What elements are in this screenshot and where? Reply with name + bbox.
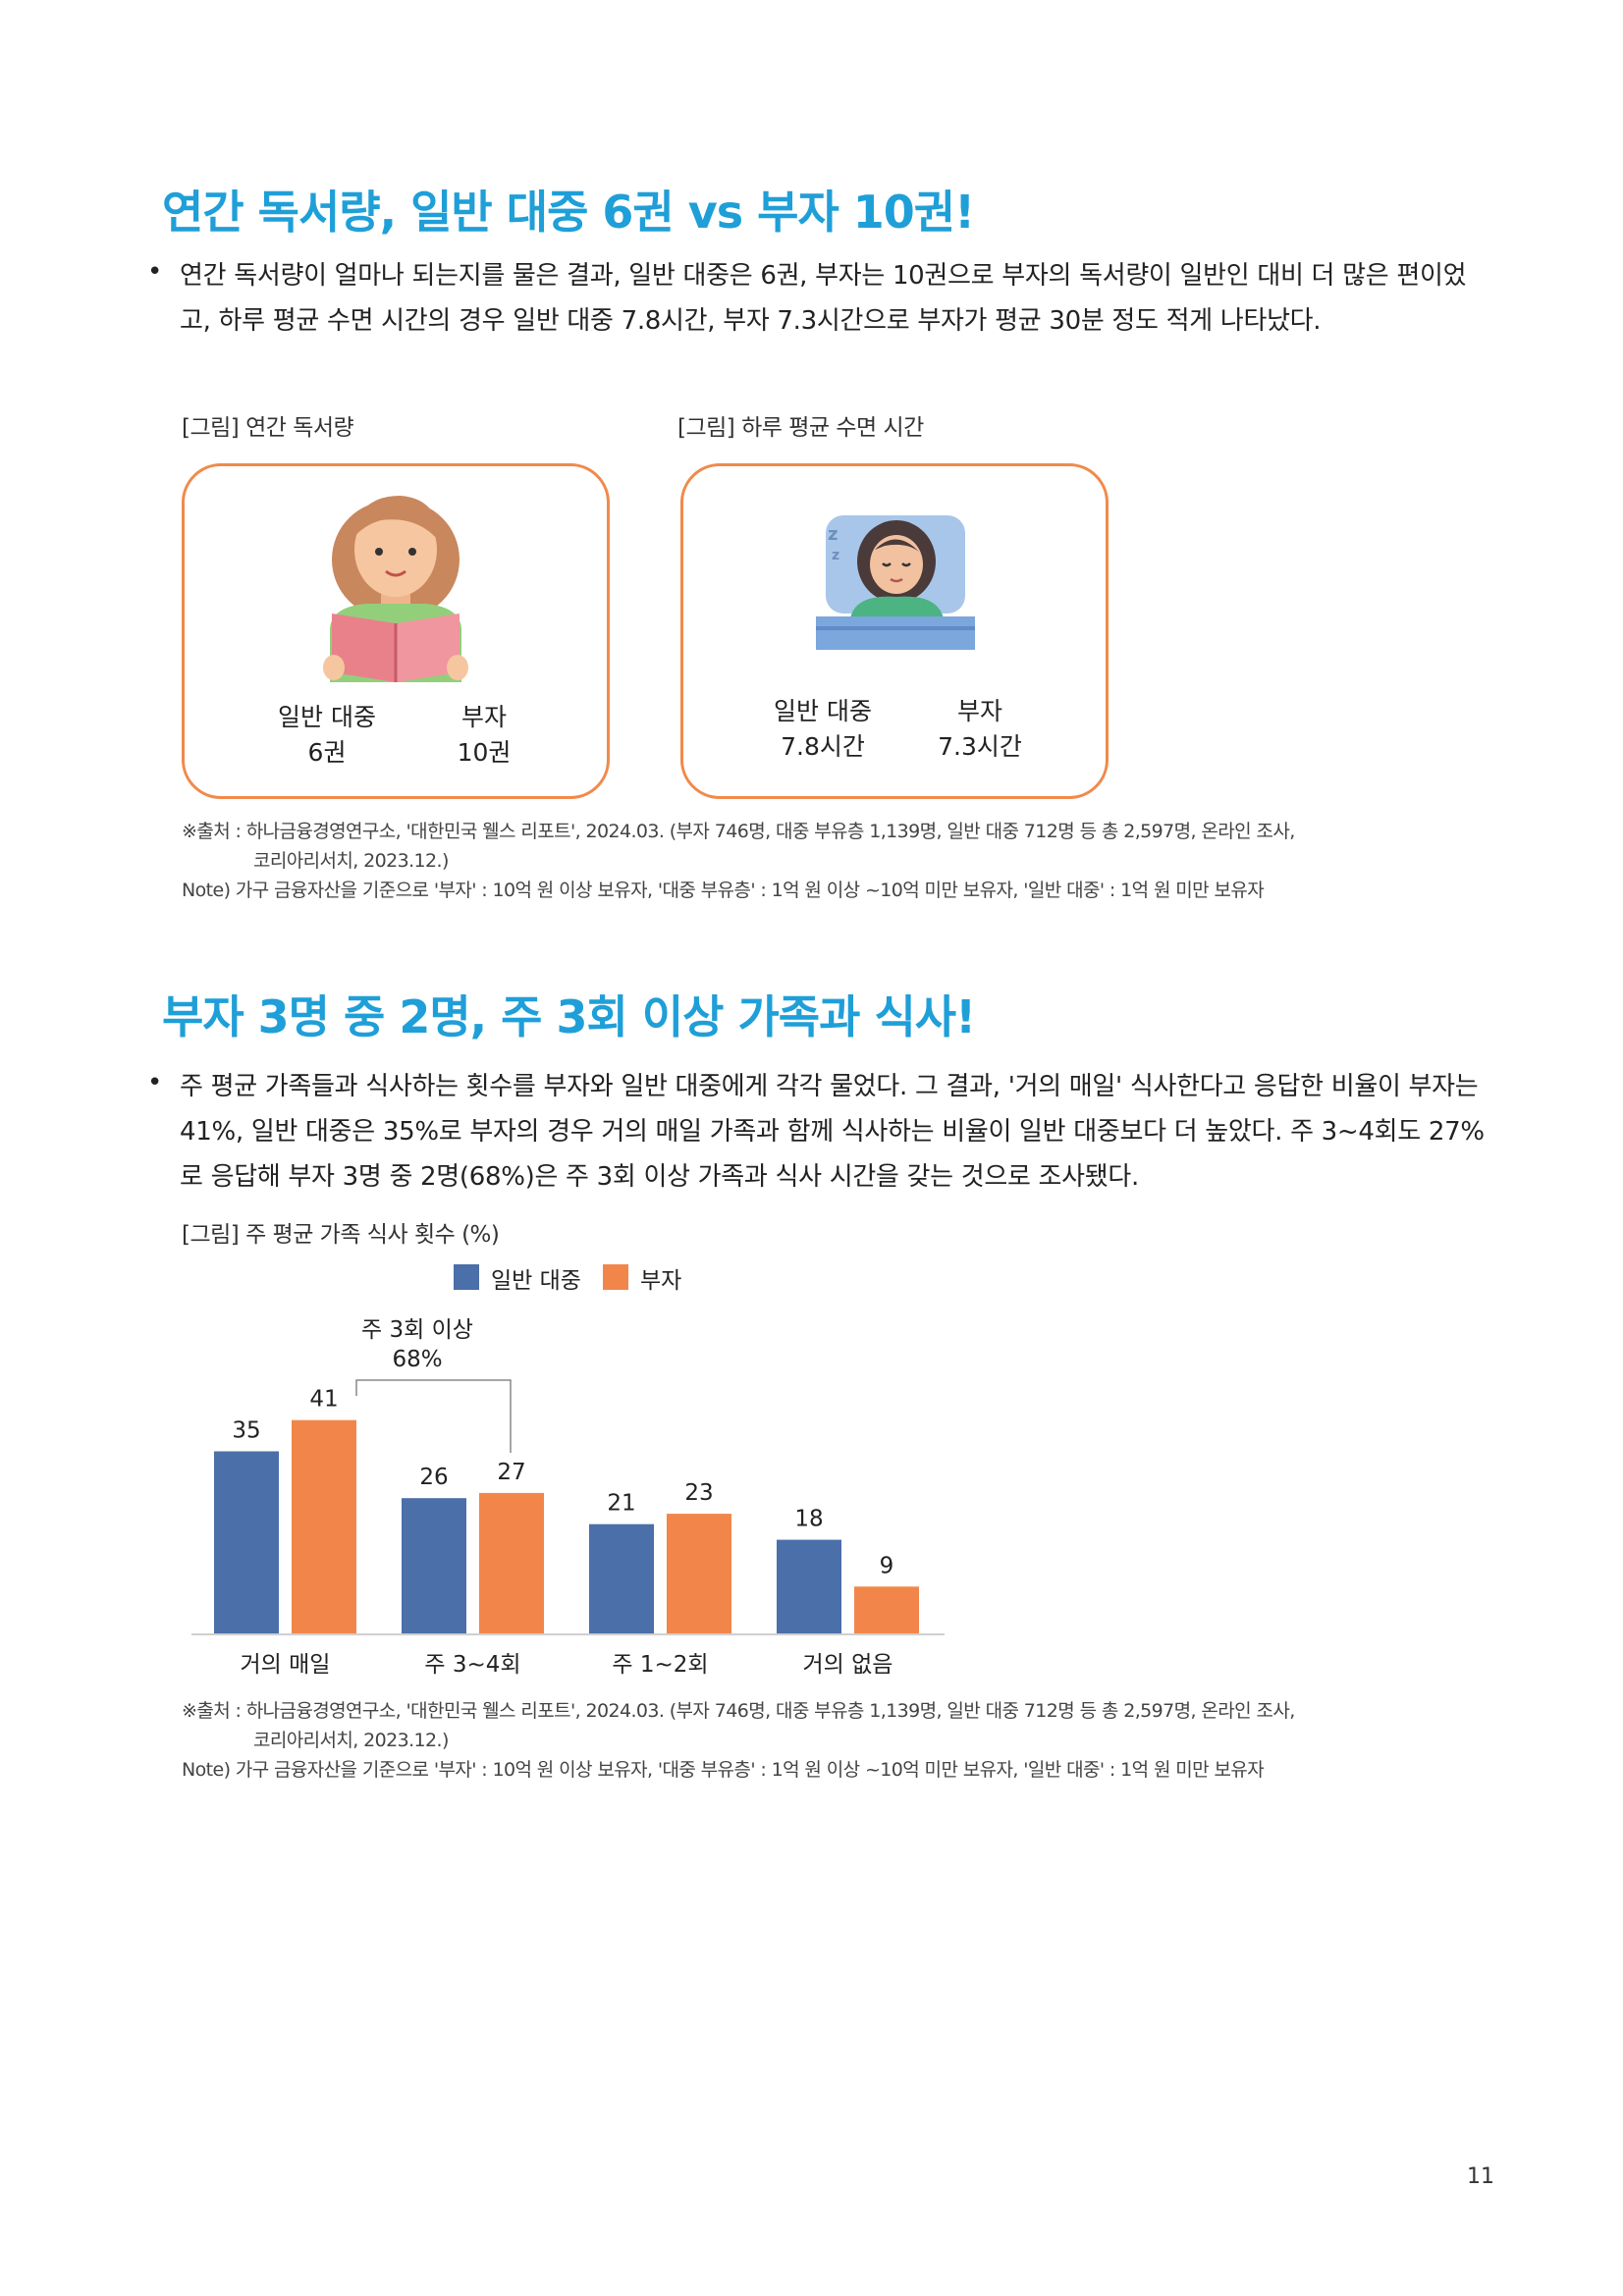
reading-rich-label: 부자 xyxy=(460,703,507,731)
page-number: 11 xyxy=(1467,2164,1494,2189)
category-label-2: 주 1~2회 xyxy=(612,1652,708,1678)
section1-paragraph: 연간 독서량이 얼마나 되는지를 물은 결과, 일반 대중은 6권, 부자는 1… xyxy=(180,261,1467,336)
category-label-0: 거의 매일 xyxy=(241,1652,331,1678)
reading-card: 일반 대중 6권 부자 10권 xyxy=(182,463,610,799)
section2-note: Note) 가구 금융자산을 기준으로 '부자' : 10억 원 이상 보유자,… xyxy=(182,1759,1265,1781)
data-label-general-3: 18 xyxy=(794,1507,823,1532)
reading-general-value: 6권 xyxy=(307,738,347,767)
section1-source-line1: ※출처 : 하나금융경영연구소, '대한민국 웰스 리포트', 2024.03.… xyxy=(182,821,1295,842)
section2-source-line1: ※출처 : 하나금융경영연구소, '대한민국 웰스 리포트', 2024.03.… xyxy=(182,1700,1295,1722)
section1-note: Note) 가구 금융자산을 기준으로 '부자' : 10억 원 이상 보유자,… xyxy=(182,880,1265,901)
category-label-3: 거의 없음 xyxy=(803,1652,893,1678)
section2-title: 부자 3명 중 2명, 주 3회 이상 가족과 식사! xyxy=(162,990,976,1043)
bar-rich-3 xyxy=(854,1586,919,1633)
sleep-rich-value: 7.3시간 xyxy=(938,732,1022,761)
data-label-general-2: 21 xyxy=(607,1491,635,1517)
data-label-general-0: 35 xyxy=(232,1418,260,1444)
bar-rich-1 xyxy=(479,1492,544,1633)
bar-general-2 xyxy=(589,1523,654,1633)
legend-swatch-rich xyxy=(603,1264,628,1290)
reading-general-label: 일반 대중 xyxy=(278,703,376,731)
legend-label-rich: 부자 xyxy=(640,1268,682,1294)
figure2-caption: [그림] 하루 평균 수면 시간 xyxy=(677,415,924,441)
bar-rich-2 xyxy=(667,1514,731,1633)
sleep-card: z z 일반 대중 7.8시간 부자 7.3시간 xyxy=(680,463,1109,799)
sleep-general-value: 7.8시간 xyxy=(781,732,865,761)
annotation-line1: 주 3회 이상 xyxy=(361,1317,473,1343)
section1-source-line2: 코리아리서치, 2023.12.) xyxy=(253,850,449,872)
section1-bullet: • xyxy=(147,257,163,287)
reading-rich-value: 10권 xyxy=(457,738,512,767)
annotation-line2: 68% xyxy=(392,1347,443,1372)
sleep-general-label: 일반 대중 xyxy=(774,697,872,725)
bar-rich-0 xyxy=(292,1419,356,1633)
section2-source-line2: 코리아리서치, 2023.12.) xyxy=(253,1730,449,1751)
family-meal-bar-chart: 35 41 거의 매일 26 27 주 3~4회 21 23 주 1~2회 18 9 거의 없음 xyxy=(191,1379,945,1678)
data-label-general-1: 26 xyxy=(419,1465,448,1490)
data-label-rich-3: 9 xyxy=(880,1553,894,1578)
annotation-label: 주 3회 이상 68% xyxy=(324,1315,511,1374)
sleep-rich-label: 부자 xyxy=(956,697,1002,725)
figure1-caption: [그림] 연간 독서량 xyxy=(182,415,354,441)
data-label-rich-2: 23 xyxy=(684,1480,713,1506)
section2-bullet: • xyxy=(147,1068,163,1097)
bar-general-0 xyxy=(214,1451,279,1633)
bar-general-1 xyxy=(402,1498,466,1633)
svg-text:z: z xyxy=(828,524,838,545)
sleeping-woman-icon: z z xyxy=(816,515,975,650)
data-label-rich-0: 41 xyxy=(309,1387,338,1413)
bar-general-3 xyxy=(777,1539,841,1633)
section2-paragraph: 주 평균 가족들과 식사하는 횟수를 부자와 일반 대중에게 각각 물었다. 그… xyxy=(180,1072,1485,1192)
legend-swatch-general xyxy=(454,1264,479,1290)
woman-reading-book-icon xyxy=(323,496,468,682)
category-label-1: 주 3~4회 xyxy=(424,1652,520,1678)
svg-text:z: z xyxy=(832,548,839,563)
legend-label-general: 일반 대중 xyxy=(491,1268,581,1294)
annotation-bracket xyxy=(355,1379,512,1453)
chart-caption: [그림] 주 평균 가족 식사 횟수 (%) xyxy=(182,1222,500,1248)
section1-title: 연간 독서량, 일반 대중 6권 vs 부자 10권! xyxy=(162,186,975,239)
data-label-rich-1: 27 xyxy=(497,1460,525,1485)
